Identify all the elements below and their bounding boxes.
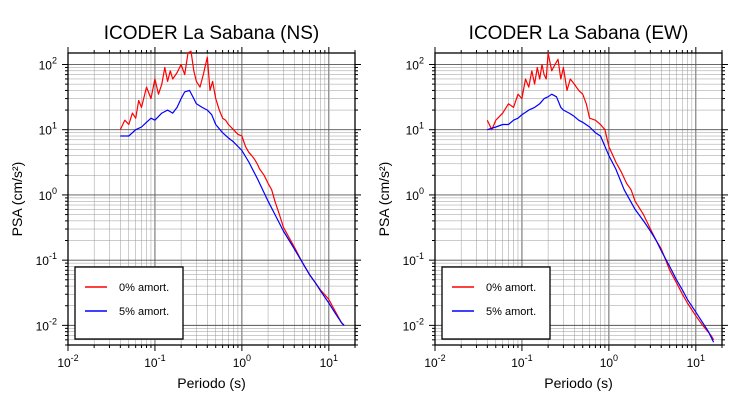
- x-tick-label: 10-1: [511, 353, 532, 370]
- x-axis-label: Periodo (s): [177, 375, 245, 391]
- y-tick-label: 10-2: [36, 316, 57, 333]
- y-tick-label: 102: [406, 55, 424, 72]
- y-tick-label: 101: [406, 121, 424, 138]
- series-line-5-amort: [487, 93, 715, 343]
- x-tick-label: 10-2: [424, 353, 445, 370]
- chart-0: ICODER La Sabana (NS) Periodo (s) PSA (cm/…: [9, 23, 361, 391]
- legend-label-5-amort: 5% amort.: [119, 306, 169, 318]
- chart-1: ICODER La Sabana (EW) Periodo (s) PSA (cm/…: [376, 23, 728, 391]
- plot-frame: [67, 52, 356, 346]
- y-tick-label: 10-2: [403, 316, 424, 333]
- tick-marks: [62, 47, 361, 351]
- legend: 0% amort. 5% amort.: [74, 266, 184, 340]
- legend: 0% amort. 5% amort.: [441, 266, 551, 340]
- chart-title: ICODER La Sabana (EW): [469, 23, 689, 44]
- legend-box: [74, 266, 184, 340]
- legend-label-5-amort: 5% amort.: [486, 306, 536, 318]
- x-tick-label: 100: [600, 353, 618, 370]
- y-tick-label: 100: [39, 186, 57, 203]
- y-tick-label: 100: [406, 186, 424, 203]
- y-tick-label: 101: [39, 121, 57, 138]
- x-tick-label: 101: [320, 353, 338, 370]
- series-line-0-amort: [119, 50, 345, 326]
- x-tick-label: 10-2: [57, 353, 78, 370]
- plot-frame: [434, 52, 723, 346]
- x-axis-label: Periodo (s): [544, 375, 612, 391]
- series-line-5-amort: [120, 89, 345, 326]
- legend-label-0-amort: 0% amort.: [119, 282, 169, 294]
- y-tick-label: 10-1: [403, 251, 424, 268]
- x-tick-label: 10-1: [144, 353, 165, 370]
- legend-label-0-amort: 0% amort.: [486, 282, 536, 294]
- y-axis-label: PSA (cm/s²): [376, 162, 392, 237]
- y-axis-label: PSA (cm/s²): [9, 162, 25, 237]
- x-tick-label: 100: [233, 353, 251, 370]
- x-tick-label: 101: [687, 353, 705, 370]
- tick-marks: [429, 47, 728, 351]
- chart-title: ICODER La Sabana (NS): [104, 23, 319, 44]
- legend-box: [441, 266, 551, 340]
- y-tick-label: 102: [39, 55, 57, 72]
- y-tick-label: 10-1: [36, 251, 57, 268]
